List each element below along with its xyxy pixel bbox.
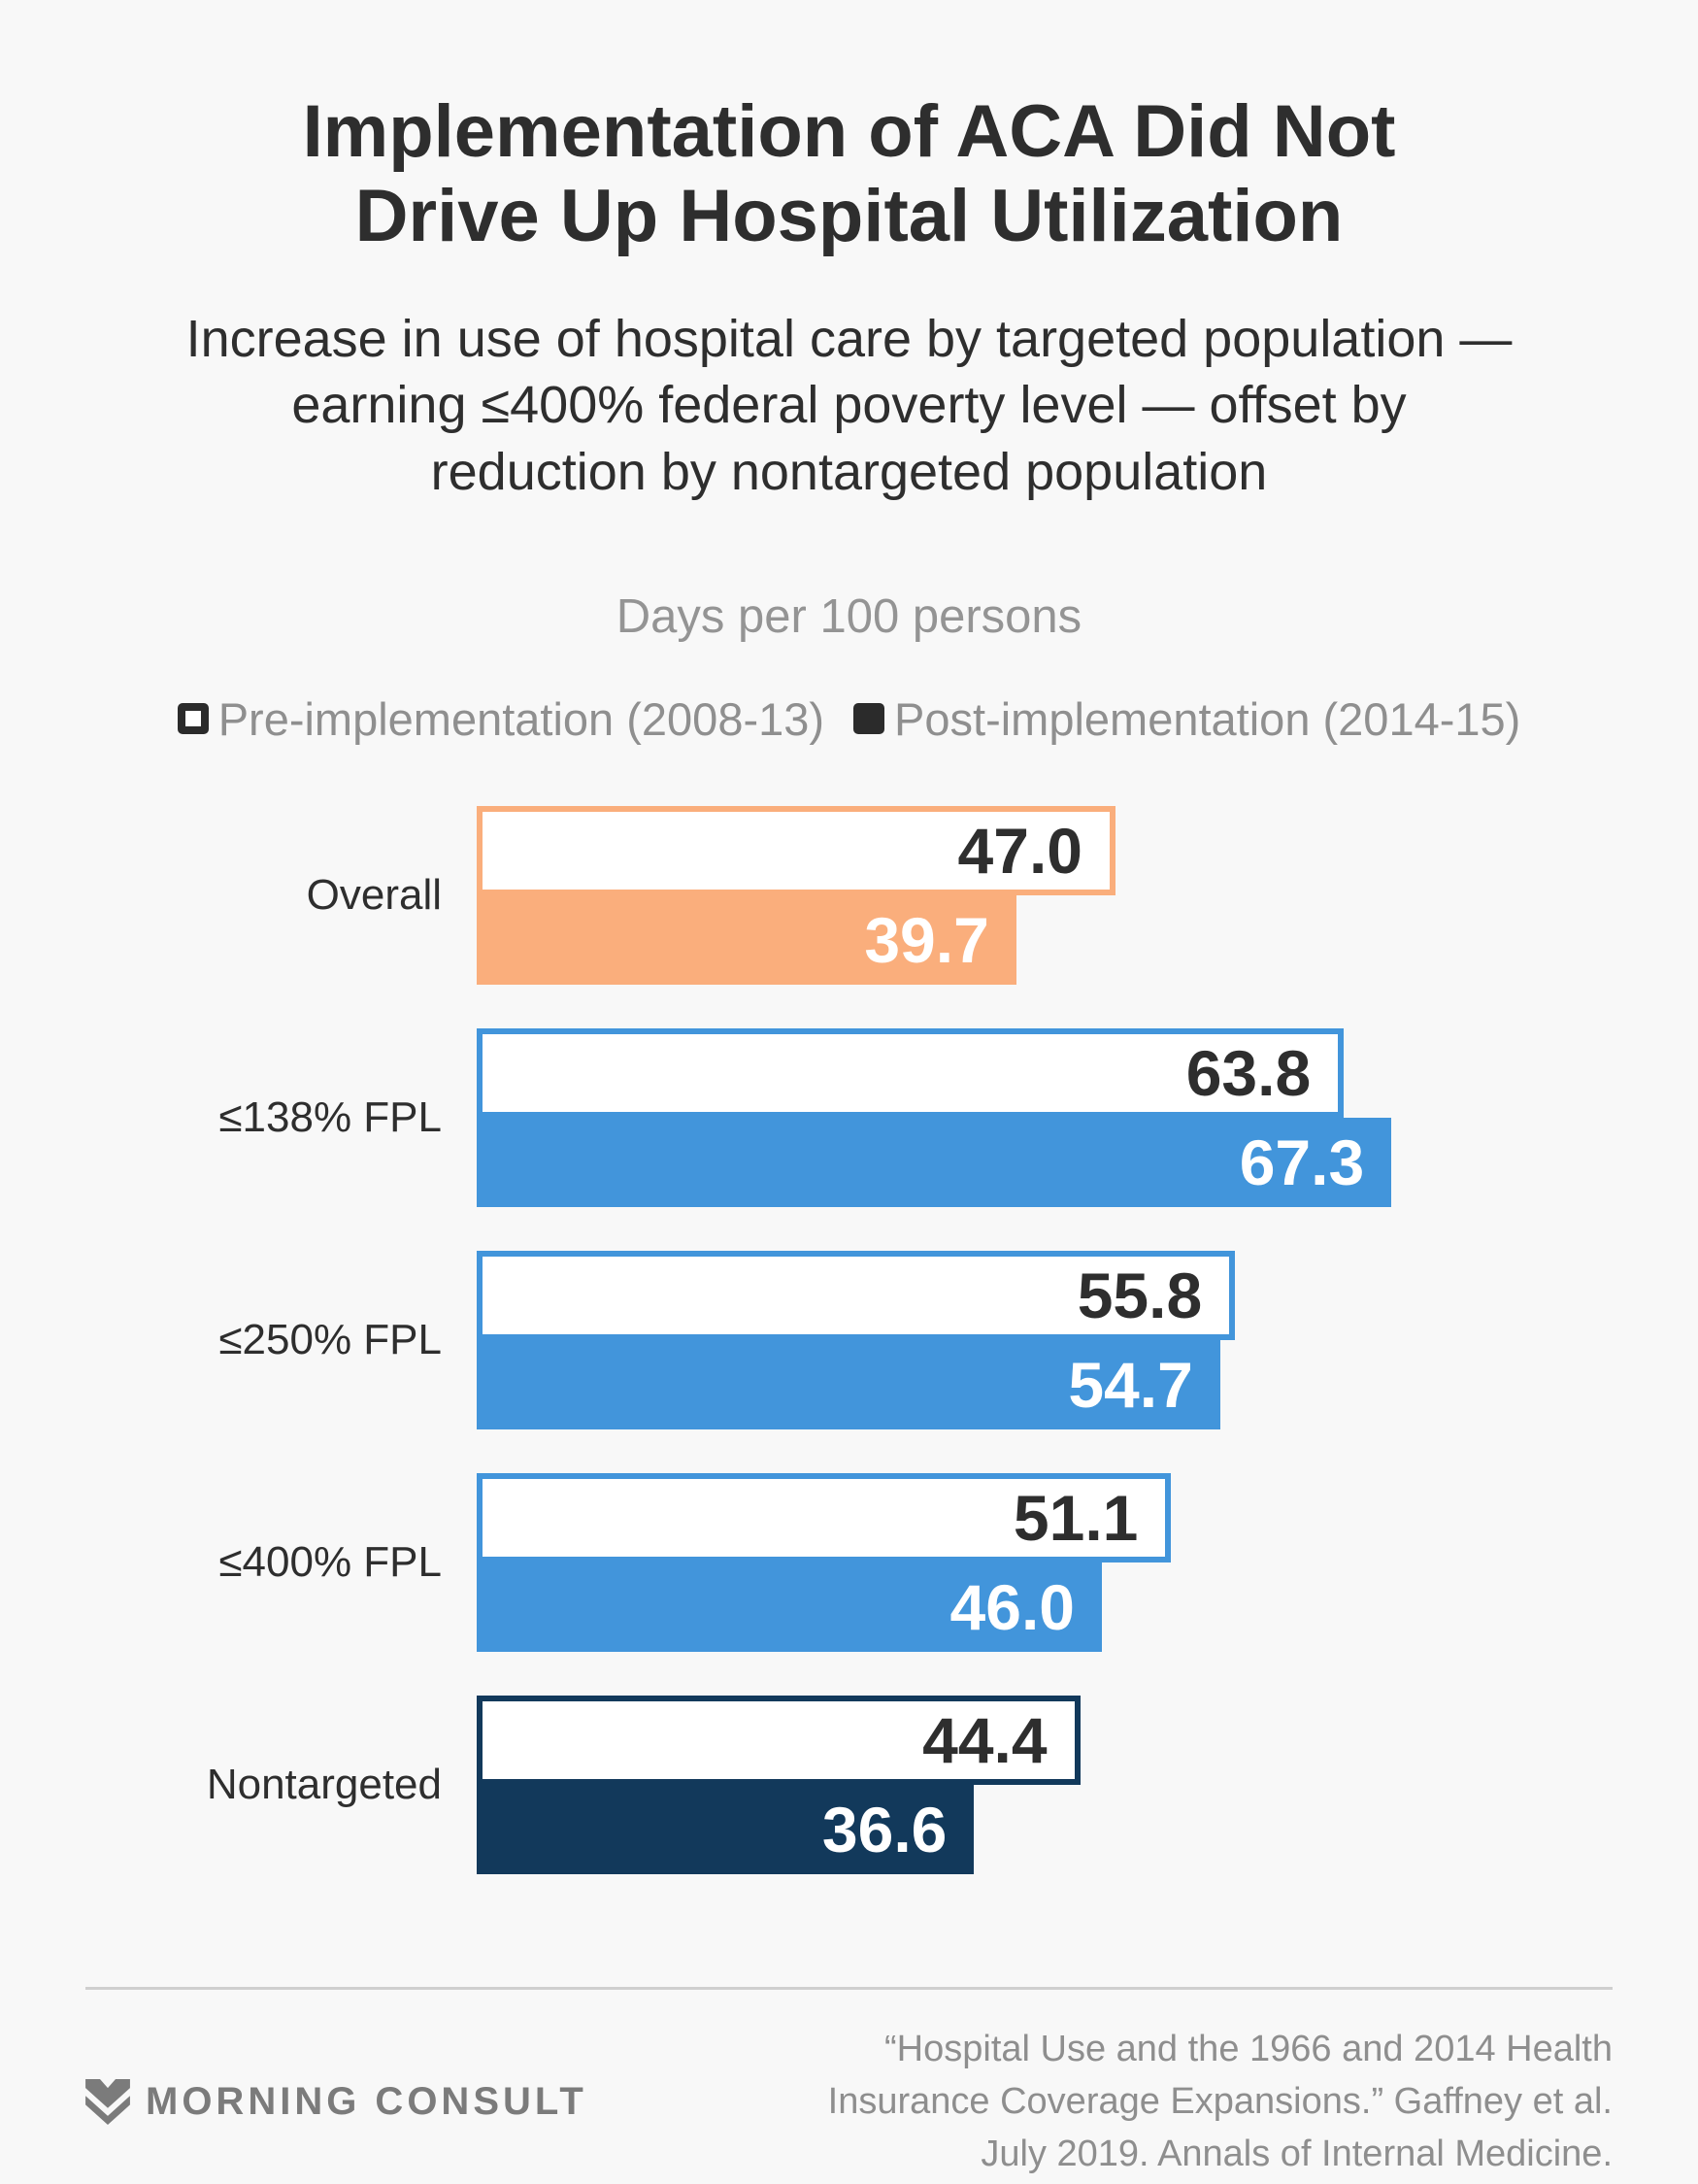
legend-item-post: Post-implementation (2014-15) (853, 692, 1520, 746)
legend-label-post: Post-implementation (2014-15) (894, 692, 1521, 745)
value-label-pre: 44.4 (922, 1703, 1048, 1776)
category-label: Overall (306, 870, 442, 919)
citation-line-2: Insurance Coverage Expansions.” Gaffney … (827, 2080, 1613, 2122)
footer: MORNING CONSULT “Hospital Use and the 19… (85, 1990, 1613, 2181)
category-label: ≤400% FPL (218, 1537, 442, 1586)
bar-pre-implementation: 63.8 (477, 1027, 1345, 1118)
bar-pre-implementation: 47.0 (477, 805, 1115, 895)
legend-label-pre: Pre-implementation (2008-13) (217, 692, 825, 745)
bar-pair: 47.0 39.7 (477, 805, 1115, 985)
legend-filled-square-icon (853, 703, 885, 735)
value-label-post: 46.0 (949, 1570, 1075, 1643)
category-label: ≤138% FPL (218, 1092, 442, 1141)
bar-group-250-fpl: ≤250% FPL 55.8 54.7 (0, 1250, 1698, 1429)
value-label-pre: 55.8 (1077, 1259, 1203, 1331)
legend-item-pre: Pre-implementation (2008-13) (177, 692, 825, 746)
bar-post-implementation: 54.7 (477, 1339, 1220, 1429)
bar-group-138-fpl: ≤138% FPL 63.8 67.3 (0, 1027, 1698, 1207)
bar-post-implementation: 67.3 (477, 1117, 1392, 1207)
bar-post-implementation: 46.0 (477, 1562, 1102, 1652)
page-title: Implementation of ACA Did Not Drive Up H… (58, 89, 1640, 259)
bar-pair: 51.1 46.0 (477, 1472, 1172, 1652)
footer-divider (85, 1986, 1613, 1990)
source-citation: “Hospital Use and the 1966 and 2014 Heal… (828, 2023, 1613, 2181)
legend-outlined-square-icon (177, 703, 209, 735)
value-label-pre: 63.8 (1185, 1036, 1312, 1109)
value-label-post: 36.6 (821, 1793, 948, 1865)
subtitle-line-2: earning ≤400% federal poverty level — of… (291, 376, 1407, 435)
bar-chart: Overall 47.0 39.7 ≤138% FPL 63.8 67.3 (0, 805, 1698, 1874)
bar-post-implementation: 39.7 (477, 894, 1016, 985)
bar-group-nontargeted: Nontargeted 44.4 36.6 (0, 1695, 1698, 1874)
bar-group-overall: Overall 47.0 39.7 (0, 805, 1698, 985)
bar-pair: 55.8 54.7 (477, 1250, 1236, 1429)
category-label: ≤250% FPL (218, 1315, 442, 1363)
value-label-pre: 51.1 (1013, 1481, 1139, 1554)
value-label-post: 54.7 (1068, 1348, 1193, 1421)
subtitle-line-1: Increase in use of hospital care by targ… (185, 309, 1513, 368)
bar-group-400-fpl: ≤400% FPL 51.1 46.0 (0, 1472, 1698, 1652)
category-label: Nontargeted (206, 1760, 442, 1808)
subtitle-line-3: reduction by nontargeted population (430, 442, 1268, 501)
logo-wordmark: MORNING CONSULT (146, 2079, 587, 2123)
page-title-line-2: Drive Up Hospital Utilization (354, 175, 1344, 258)
morning-consult-m-icon (85, 2078, 130, 2125)
bar-pre-implementation: 55.8 (477, 1250, 1236, 1340)
chart-legend: Pre-implementation (2008-13) Post-implem… (0, 692, 1698, 746)
page-subtitle: Increase in use of hospital care by targ… (0, 306, 1698, 506)
value-label-pre: 47.0 (957, 814, 1082, 887)
bar-pair: 63.8 67.3 (477, 1027, 1392, 1207)
bar-pre-implementation: 44.4 (477, 1695, 1081, 1785)
axis-unit-note: Days per 100 persons (616, 589, 1082, 643)
value-label-post: 39.7 (864, 903, 989, 976)
morning-consult-logo: MORNING CONSULT (85, 2078, 587, 2125)
bar-post-implementation: 36.6 (477, 1784, 975, 1874)
citation-line-3: July 2019. Annals of Internal Medicine. (981, 2134, 1613, 2175)
bar-pre-implementation: 51.1 (477, 1472, 1172, 1562)
page-title-line-1: Implementation of ACA Did Not (302, 90, 1396, 173)
value-label-post: 67.3 (1239, 1126, 1365, 1198)
bar-pair: 44.4 36.6 (477, 1695, 1081, 1874)
citation-line-1: “Hospital Use and the 1966 and 2014 Heal… (884, 2028, 1613, 2069)
